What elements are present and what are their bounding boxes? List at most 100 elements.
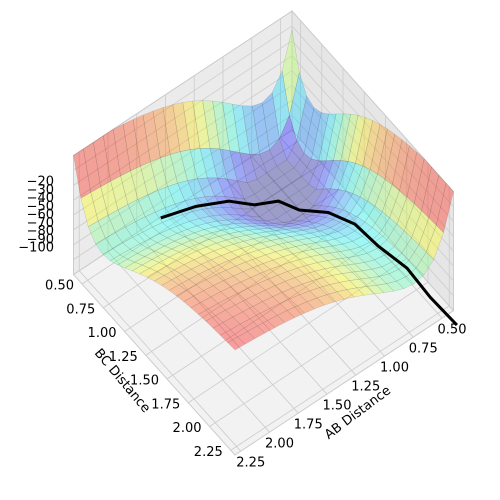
surface-patch (396, 196, 415, 232)
surface-patch (193, 290, 212, 303)
surface-patch (306, 297, 325, 310)
surface-patch (164, 240, 183, 250)
surface-patch (249, 313, 268, 327)
surface-patch (166, 260, 185, 271)
surface-patch (262, 259, 281, 270)
surface-patch (247, 249, 267, 259)
surface-patch (312, 247, 331, 255)
surface-patch (371, 266, 390, 277)
surface-patch (279, 298, 298, 311)
surface-patch (336, 257, 356, 266)
surface-patch (193, 254, 212, 265)
surface-patch (250, 242, 269, 251)
surface-patch (222, 101, 241, 153)
y-tick-label: 2.25 (194, 445, 223, 460)
surface-patch (83, 141, 101, 193)
z-tick-label: −80 (27, 224, 54, 239)
grid-line (73, 84, 454, 267)
surface-patch (158, 256, 178, 267)
surface-patch (299, 256, 319, 266)
surface-patch (183, 259, 202, 270)
surface-patch (107, 209, 126, 233)
surface-patch (122, 237, 141, 250)
surface-patch (263, 223, 282, 226)
surface-patch (323, 160, 342, 190)
surface-patch (134, 216, 153, 233)
surface-patch (141, 259, 161, 269)
surface-patch (179, 149, 198, 181)
surface-patch (201, 232, 220, 240)
surface-patch (200, 259, 220, 270)
surface-patch (320, 188, 339, 207)
surface-patch (265, 251, 284, 261)
surface-patch (203, 226, 223, 234)
surface-patch (260, 240, 279, 248)
surface-patch (239, 152, 258, 184)
surface-patch (406, 151, 425, 205)
trajectory (160, 199, 458, 327)
surface-patch (275, 211, 295, 223)
surface-patch (87, 220, 106, 245)
surface-patch (336, 289, 355, 300)
surface-patch (282, 287, 301, 300)
surface-patch (210, 255, 230, 266)
surface-patch (205, 274, 224, 286)
surface-patch (381, 184, 400, 219)
surface-patch (117, 204, 136, 228)
surface-patch (304, 270, 323, 281)
surface-patch (157, 186, 176, 209)
surface-patch (213, 224, 233, 231)
surface-patch (399, 145, 418, 198)
surface-patch (296, 95, 315, 154)
surface-patch (122, 119, 141, 172)
surface-patch (251, 102, 270, 155)
surface-patch (435, 182, 454, 234)
surface-patch (105, 232, 124, 249)
surface-patch (292, 230, 312, 236)
surface-patch (187, 178, 206, 199)
y-tick-label: 1.25 (109, 350, 138, 365)
surface-patch (250, 272, 269, 284)
surface-patch (401, 237, 420, 261)
surface-patch (273, 222, 292, 226)
surface-patch (132, 114, 151, 167)
surface-patch (275, 248, 294, 258)
surface-patch (291, 283, 311, 295)
surface-patch (241, 225, 259, 231)
surface-patch (296, 301, 315, 314)
grid-line (73, 70, 454, 252)
surface-patch (356, 286, 375, 296)
surface-patch (190, 264, 210, 275)
surface-patch (208, 264, 227, 276)
surface-patch (269, 265, 289, 276)
surface-patch (235, 261, 254, 272)
x-tick-label: 2.25 (236, 456, 265, 471)
surface-patch (335, 190, 354, 211)
surface-patch (178, 247, 198, 256)
surface-patch (129, 243, 148, 254)
surface-patch (203, 250, 222, 261)
surface-patch (254, 289, 274, 302)
surface-patch (333, 113, 352, 161)
x-tick-label: 2.00 (265, 437, 294, 452)
surface-patch (210, 230, 230, 237)
surface-patch (185, 284, 204, 297)
surface-patch (281, 29, 300, 116)
surface-patch (307, 236, 326, 243)
surface-patch (225, 265, 244, 277)
surface-patch (232, 271, 252, 283)
surface-patch (359, 241, 378, 254)
surface-patch (242, 306, 261, 319)
surface-patch (130, 165, 149, 200)
surface-patch (173, 236, 193, 245)
surface-patch (251, 225, 269, 230)
surface-patch (210, 291, 229, 304)
surface-patch (272, 256, 291, 266)
surface-patch (212, 322, 231, 336)
surface-patch (237, 330, 256, 345)
surface-patch (171, 214, 191, 226)
surface-patch (331, 243, 351, 252)
surface-patch (262, 234, 282, 241)
surface-patch (247, 325, 266, 339)
surface-patch (289, 258, 309, 269)
